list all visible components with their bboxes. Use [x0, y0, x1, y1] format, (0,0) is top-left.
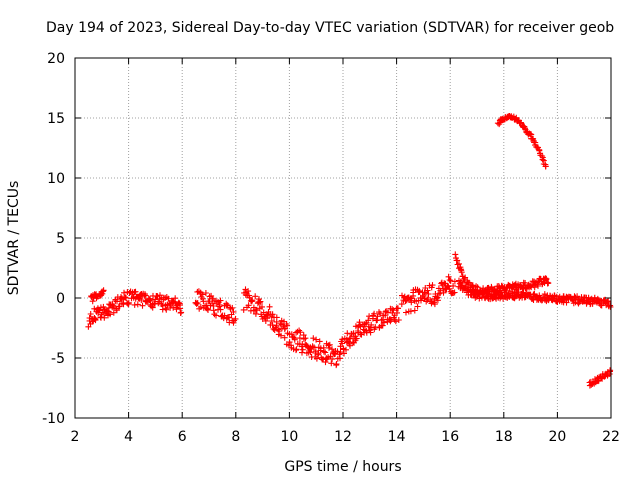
data-point-cluster: [455, 277, 614, 310]
x-tick-label: 12: [334, 429, 352, 445]
data-point-cluster: [85, 288, 185, 330]
data-point-cluster: [192, 288, 239, 326]
y-tick-label: 0: [56, 291, 65, 307]
x-tick-label: 6: [178, 429, 187, 445]
data-point-cluster: [586, 367, 614, 389]
y-tick-label: 10: [47, 171, 65, 187]
x-tick-label: 8: [231, 429, 240, 445]
data-point-cluster: [398, 273, 458, 316]
x-tick-label: 10: [280, 429, 298, 445]
data-layer: [85, 113, 614, 389]
y-tick-label: 20: [47, 51, 65, 67]
x-tick-label: 4: [124, 429, 133, 445]
x-tick-label: 20: [548, 429, 566, 445]
y-axis-label: SDTVAR / TECUs: [6, 181, 22, 296]
y-tick-label: -5: [51, 351, 65, 367]
y-tick-label: 15: [47, 111, 65, 127]
data-point-cluster: [88, 287, 107, 305]
x-tick-label: 14: [388, 429, 406, 445]
x-axis-label: GPS time / hours: [284, 459, 401, 475]
chart-title: Day 194 of 2023, Sidereal Day-to-day VTE…: [46, 20, 614, 36]
x-tick-label: 22: [602, 429, 620, 445]
data-point-cluster: [240, 286, 340, 369]
data-point-cluster: [334, 305, 402, 362]
x-tick-label: 16: [441, 429, 459, 445]
x-tick-label: 2: [71, 429, 80, 445]
y-tick-label: 5: [56, 231, 65, 247]
y-tick-label: -10: [42, 411, 65, 427]
data-point-cluster: [494, 113, 549, 170]
x-tick-label: 18: [495, 429, 513, 445]
axis-layer: 2 4 6 8 10 12 14 16 18 20 22 -10 -5 0 5 10 15 20: [42, 51, 620, 445]
